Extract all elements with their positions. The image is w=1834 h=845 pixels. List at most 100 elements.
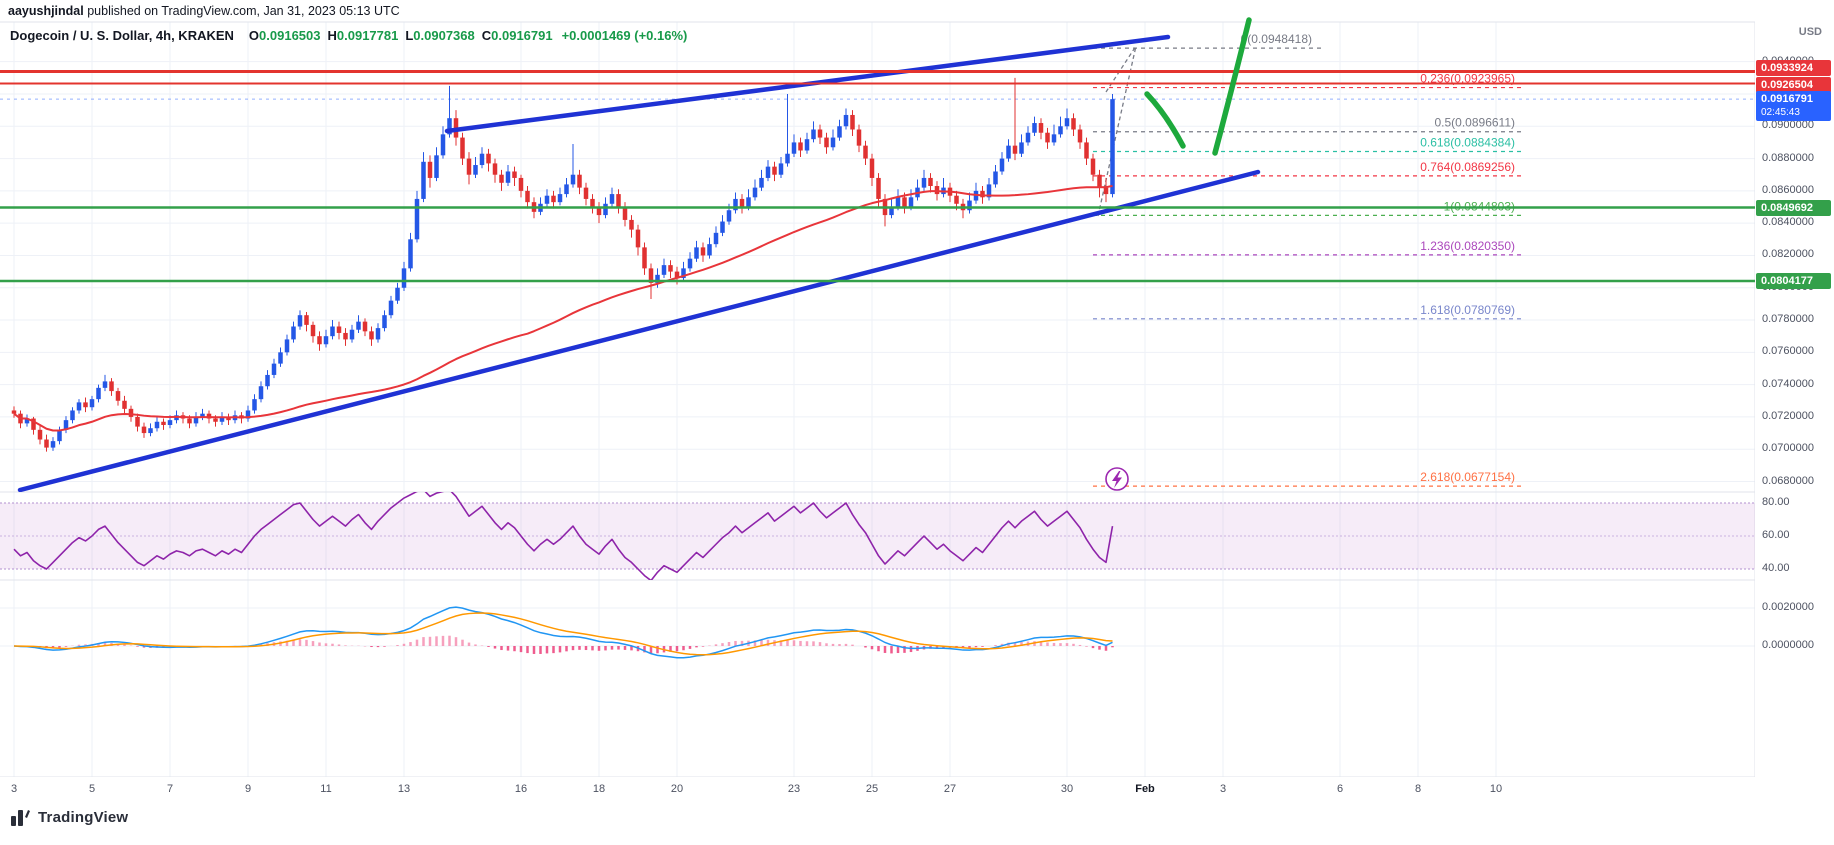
candle-body xyxy=(11,410,17,414)
macd-signal-line[interactable] xyxy=(13,612,1113,656)
candle-body xyxy=(1051,134,1057,143)
rsi-pane xyxy=(0,490,1755,581)
candle-body xyxy=(349,329,355,340)
tradingview-logo[interactable]: TradingView xyxy=(10,807,128,828)
candle-body xyxy=(700,247,706,256)
fib-level-label[interactable]: 0.236(0.0923965) xyxy=(1420,72,1515,86)
candle-body xyxy=(674,271,680,279)
macd-tick-label: 0.0020000 xyxy=(1762,601,1814,613)
candle-body xyxy=(642,247,647,269)
candle-body xyxy=(317,336,322,345)
fib-level-label[interactable]: 1.236(0.0820350) xyxy=(1420,239,1515,253)
candle-body xyxy=(921,177,927,188)
time-tick-label: 3 xyxy=(1219,783,1227,795)
price-tick-label: 0.0840000 xyxy=(1762,216,1814,229)
candle-body xyxy=(726,210,732,222)
candle-body xyxy=(902,197,907,208)
candle-body xyxy=(427,161,433,178)
time-axis[interactable]: 3 5 7 9 11 13 16 18 20 23 25 27 30 Feb 3 6 8 10 xyxy=(0,777,1834,803)
candle-body xyxy=(122,400,127,409)
candle-body xyxy=(1012,145,1018,154)
candle-body xyxy=(1038,123,1044,133)
time-tick-label: 8 xyxy=(1414,783,1422,795)
candle-body xyxy=(564,184,569,195)
candle-body xyxy=(245,410,251,419)
candle-body xyxy=(492,163,498,175)
symbol-title[interactable]: Dogecoin / U. S. Dollar, 4h, KRAKEN xyxy=(10,28,234,43)
candle-body xyxy=(479,153,485,166)
moving-average-line[interactable] xyxy=(13,184,1113,432)
attribution-text: published on TradingView.com, Jan 31, 20… xyxy=(83,4,400,18)
candle-body xyxy=(668,265,673,272)
candle-body xyxy=(148,428,153,434)
close-label: C xyxy=(481,28,492,43)
candle-body xyxy=(817,129,823,138)
candle-body xyxy=(297,315,303,327)
candle-body xyxy=(1103,187,1109,195)
candle-body xyxy=(31,418,36,430)
candle-body xyxy=(1110,99,1115,195)
trendline[interactable] xyxy=(17,169,1261,492)
candle-body xyxy=(856,129,862,146)
annotation-arrow[interactable] xyxy=(1212,17,1252,156)
candle-body xyxy=(557,194,563,203)
fib-level-label[interactable]: 0(0.0948418) xyxy=(1241,32,1312,46)
fib-level-label[interactable]: 0.5(0.0896611) xyxy=(1434,116,1515,130)
time-tick-label: 25 xyxy=(865,783,879,795)
candle-body xyxy=(590,198,595,208)
candle-body xyxy=(395,287,400,301)
main-pane: 0(0.0948418) 0.236(0.0923965) 0.5(0.089661… xyxy=(0,32,1755,492)
candle-body xyxy=(135,416,140,427)
time-tick-label: 13 xyxy=(397,783,411,795)
price-tick-label: 0.0700000 xyxy=(1762,442,1814,455)
lightning-icon[interactable] xyxy=(1105,467,1129,491)
candle-body xyxy=(284,339,290,353)
tradingview-logo-text: TradingView xyxy=(38,809,129,826)
candle-body xyxy=(687,258,693,269)
candle-body xyxy=(778,163,784,175)
fib-level-label[interactable]: 2.618(0.0677154) xyxy=(1420,470,1515,484)
candle-body xyxy=(83,402,88,408)
candle-body xyxy=(967,200,972,211)
candle-body xyxy=(187,418,192,424)
candle-body xyxy=(785,153,790,164)
candle-body xyxy=(954,195,959,204)
time-tick-label: 10 xyxy=(1489,783,1503,795)
price-axis-badge: 0.0916791 02:45:43 xyxy=(1756,91,1831,122)
candle-body xyxy=(746,197,751,208)
candle-body xyxy=(141,426,147,434)
candle-body xyxy=(109,381,114,392)
tradingview-logo-icon xyxy=(11,810,30,826)
annotation-arrow[interactable] xyxy=(1144,91,1186,149)
rsi-line[interactable] xyxy=(13,490,1114,581)
candle-body xyxy=(804,139,810,151)
macd-line[interactable] xyxy=(13,606,1113,659)
candle-body xyxy=(1090,158,1096,175)
time-tick-label: 11 xyxy=(320,783,332,795)
attribution-author: aayushjindal xyxy=(8,4,84,18)
candle-body xyxy=(382,315,387,329)
grid-layer xyxy=(0,22,1755,777)
price-tick-label: 0.0780000 xyxy=(1762,313,1814,326)
fib-level-label[interactable]: 0.764(0.0869256) xyxy=(1420,160,1515,174)
time-tick-label: 20 xyxy=(670,783,684,795)
candle-body xyxy=(70,410,75,421)
candle-body xyxy=(811,129,816,140)
fib-level-label[interactable]: 1.618(0.0780769) xyxy=(1420,303,1515,317)
candle-body xyxy=(375,328,381,340)
candle-body xyxy=(843,114,849,127)
candle-body xyxy=(24,418,30,424)
rsi-tick-label: 60.00 xyxy=(1762,529,1790,541)
candle-body xyxy=(596,207,602,216)
candle-body xyxy=(525,190,530,203)
price-tick-label: 0.0740000 xyxy=(1762,377,1814,390)
fib-level-label[interactable]: 0.618(0.0884384) xyxy=(1420,135,1515,149)
open-value: 0.0916503 xyxy=(259,28,321,43)
symbol-legend: Dogecoin / U. S. Dollar, 4h, KRAKEN O0.09… xyxy=(10,28,687,43)
candle-body xyxy=(635,229,641,248)
price-axis[interactable]: USD 0.09400000.09200000.09000000.0880000… xyxy=(1755,0,1834,845)
time-tick-label: 5 xyxy=(88,783,96,795)
candle-body xyxy=(629,219,634,230)
change-value: +0.0001469 (+0.16%) xyxy=(561,28,688,43)
